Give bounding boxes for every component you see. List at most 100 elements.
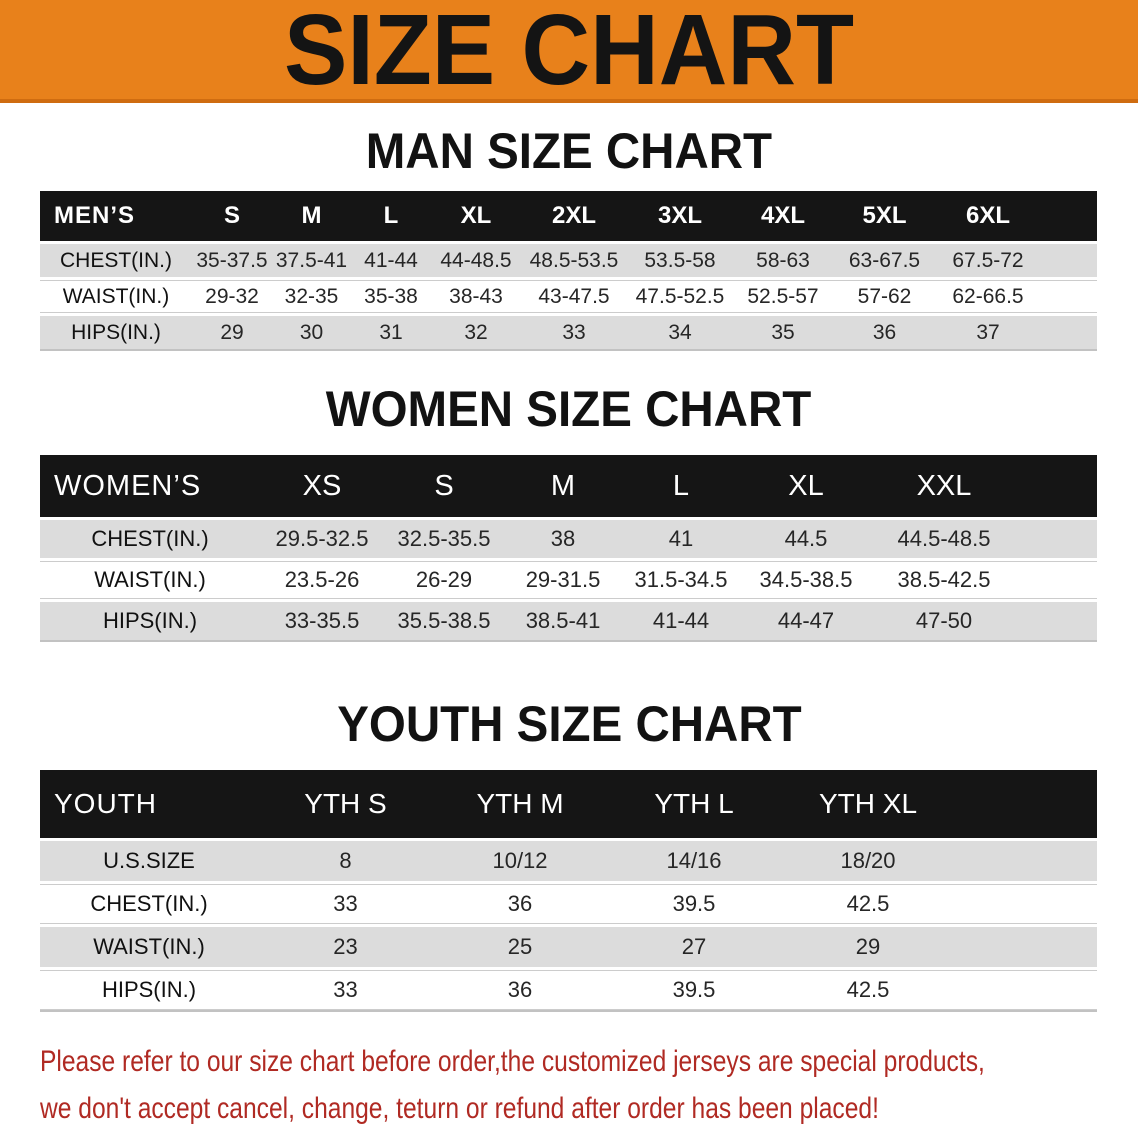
filler-cell [1016,599,1097,641]
table-row: WAIST(IN.) 23 25 27 29 [40,924,1097,969]
value-cell: 32-35 [272,277,351,315]
column-header: 4XL [733,191,833,243]
value-cell: 33-35.5 [260,599,384,641]
table-row: HIPS(IN.) 33 36 39.5 42.5 [40,967,1097,1011]
table-row: U.S.SIZE 8 10/12 14/16 18/20 [40,838,1097,883]
column-header: M [504,455,622,519]
filler-cell [955,924,1097,969]
row-label: CHEST(IN.) [40,881,258,926]
value-cell: 41-44 [351,241,431,279]
column-header: L [351,191,431,243]
value-cell: 44.5 [740,517,872,560]
value-cell: 29 [192,313,272,350]
filler-cell [1040,191,1097,243]
filler-cell [1016,558,1097,601]
column-header: 6XL [936,191,1040,243]
value-cell: 44-48.5 [431,241,521,279]
value-cell: 30 [272,313,351,350]
column-header: XS [260,455,384,519]
value-cell: 37.5-41 [272,241,351,279]
column-header: M [272,191,351,243]
column-header: 5XL [833,191,936,243]
youth-table-header-row: YOUTH YTH S YTH M YTH L YTH XL [40,770,1097,840]
value-cell: 25 [433,924,607,969]
value-cell: 18/20 [781,838,955,883]
value-cell: 67.5-72 [936,241,1040,279]
youth-size-table: YOUTH YTH S YTH M YTH L YTH XL U.S.SIZE … [40,770,1097,1012]
value-cell: 41-44 [622,599,740,641]
column-header: XL [740,455,872,519]
value-cell: 33 [521,313,627,350]
value-cell: 57-62 [833,277,936,315]
value-cell: 29-31.5 [504,558,622,601]
page-title: SIZE CHART [284,0,854,106]
value-cell: 58-63 [733,241,833,279]
row-label: WAIST(IN.) [40,558,260,601]
value-cell: 38.5-41 [504,599,622,641]
row-label: CHEST(IN.) [40,517,260,560]
column-header: 3XL [627,191,733,243]
value-cell: 36 [833,313,936,350]
men-size-table: MEN’S S M L XL 2XL 3XL 4XL 5XL 6XL CHEST… [40,191,1097,351]
size-chart-banner: SIZE CHART [0,0,1138,103]
filler-cell [955,770,1097,840]
value-cell: 35-38 [351,277,431,315]
value-cell: 29 [781,924,955,969]
value-cell: 34 [627,313,733,350]
value-cell: 31 [351,313,431,350]
table-row: HIPS(IN.) 29 30 31 32 33 34 35 36 37 [40,313,1097,350]
column-header: YTH L [607,770,781,840]
filler-cell [1016,455,1097,519]
value-cell: 36 [433,967,607,1011]
table-row: WAIST(IN.) 29-32 32-35 35-38 38-43 43-47… [40,277,1097,315]
value-cell: 29-32 [192,277,272,315]
value-cell: 38 [504,517,622,560]
row-label: WAIST(IN.) [40,924,258,969]
row-label: HIPS(IN.) [40,967,258,1011]
value-cell: 14/16 [607,838,781,883]
value-cell: 35.5-38.5 [384,599,504,641]
filler-cell [1040,313,1097,350]
row-label: U.S.SIZE [40,838,258,883]
value-cell: 23 [258,924,433,969]
value-cell: 38-43 [431,277,521,315]
table-row: CHEST(IN.) 29.5-32.5 32.5-35.5 38 41 44.… [40,517,1097,560]
value-cell: 34.5-38.5 [740,558,872,601]
value-cell: 32.5-35.5 [384,517,504,560]
filler-cell [955,881,1097,926]
row-label: CHEST(IN.) [40,241,192,279]
column-header: YTH M [433,770,607,840]
order-policy-note: Please refer to our size chart before or… [40,1038,1138,1132]
value-cell: 42.5 [781,967,955,1011]
value-cell: 53.5-58 [627,241,733,279]
value-cell: 39.5 [607,881,781,926]
value-cell: 32 [431,313,521,350]
value-cell: 41 [622,517,740,560]
value-cell: 10/12 [433,838,607,883]
value-cell: 39.5 [607,967,781,1011]
value-cell: 31.5-34.5 [622,558,740,601]
policy-line-1: Please refer to our size chart before or… [40,1045,985,1078]
men-table-header-row: MEN’S S M L XL 2XL 3XL 4XL 5XL 6XL [40,191,1097,243]
table-row: CHEST(IN.) 35-37.5 37.5-41 41-44 44-48.5… [40,241,1097,279]
value-cell: 44-47 [740,599,872,641]
value-cell: 36 [433,881,607,926]
filler-cell [955,838,1097,883]
value-cell: 43-47.5 [521,277,627,315]
value-cell: 26-29 [384,558,504,601]
column-header: XL [431,191,521,243]
value-cell: 48.5-53.5 [521,241,627,279]
youth-table-corner-label: YOUTH [40,770,258,840]
table-row: CHEST(IN.) 33 36 39.5 42.5 [40,881,1097,926]
men-section-heading: MAN SIZE CHART [365,123,773,179]
value-cell: 42.5 [781,881,955,926]
value-cell: 47-50 [872,599,1016,641]
column-header: XXL [872,455,1016,519]
column-header: L [622,455,740,519]
filler-cell [1040,241,1097,279]
column-header: YTH XL [781,770,955,840]
filler-cell [1016,517,1097,560]
column-header: S [192,191,272,243]
table-row: WAIST(IN.) 23.5-26 26-29 29-31.5 31.5-34… [40,558,1097,601]
filler-cell [1040,277,1097,315]
